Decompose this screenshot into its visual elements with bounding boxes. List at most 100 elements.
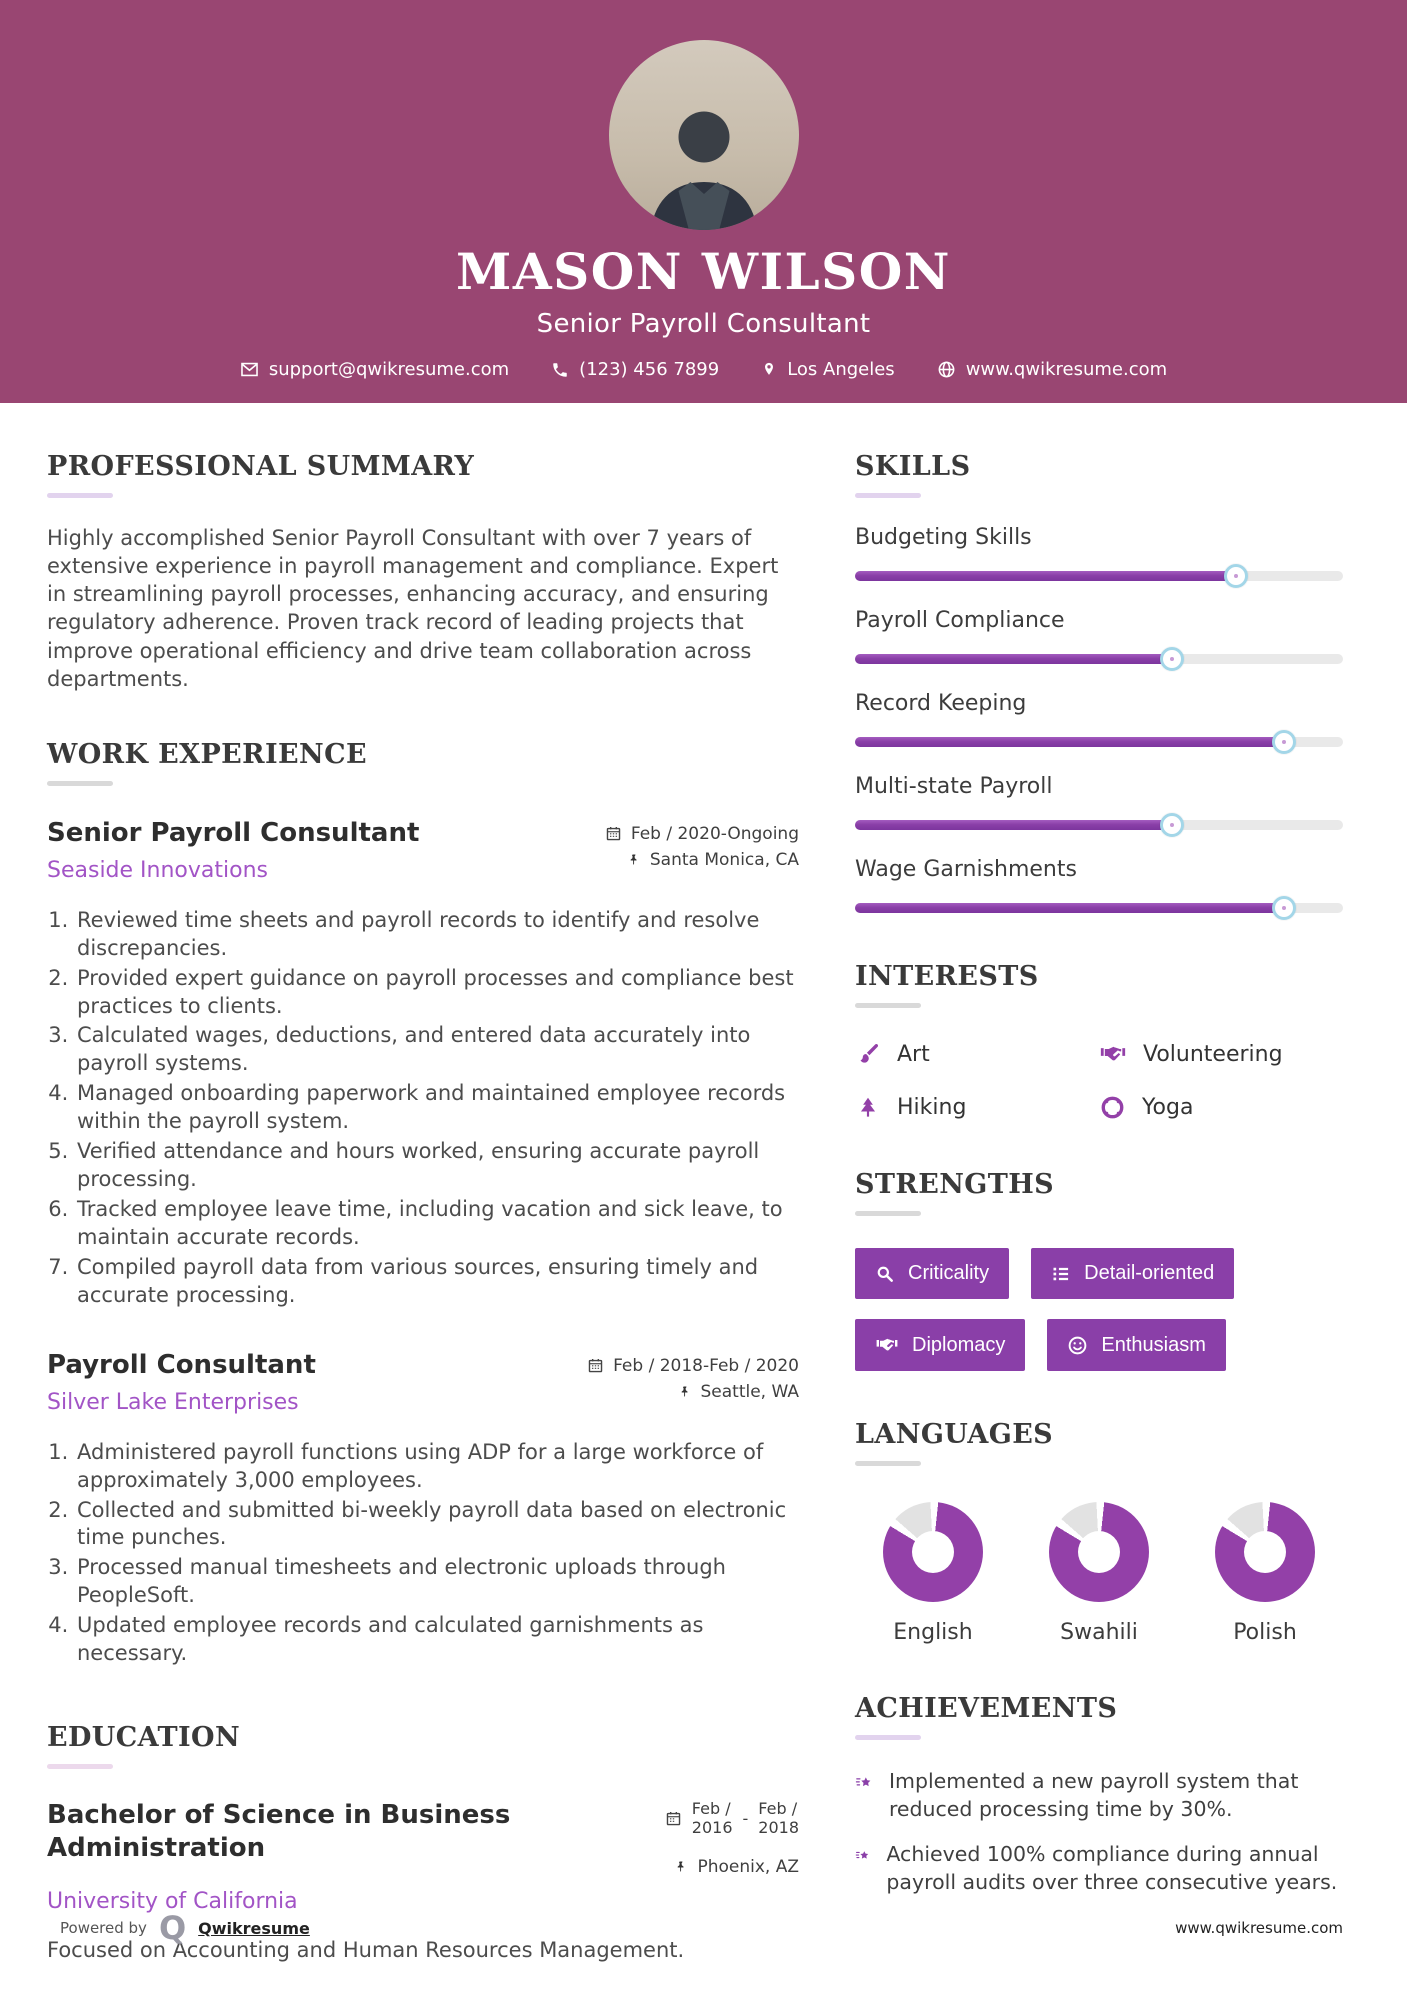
education-location: Phoenix, AZ (665, 1857, 799, 1877)
strength-label: Detail-oriented (1084, 1262, 1215, 1284)
skill-slider (855, 896, 1343, 920)
interest-item: Yoga (1099, 1094, 1343, 1121)
heading-rule (47, 493, 113, 498)
date-end-year: 2018 (758, 1818, 799, 1838)
skill-slider-handle[interactable] (1160, 647, 1185, 671)
strength-label: Criticality (908, 1262, 990, 1284)
pushpin-icon (681, 1386, 688, 1397)
school-name: University of California (47, 1889, 298, 1915)
contact-bar: support@qwikresume.com (123) 456 7899 Lo… (0, 359, 1407, 380)
date-end-month: Feb / (758, 1799, 798, 1819)
strength-badge-enthusiasm[interactable]: Enthusiasm (1047, 1319, 1226, 1371)
skill-slider-fill (855, 737, 1285, 747)
date-start: Feb / 2016 (692, 1799, 733, 1837)
skill-label: Multi-state Payroll (855, 774, 1053, 799)
strength-label: Enthusiasm (1101, 1333, 1206, 1356)
job-duty: Compiled payroll data from various sourc… (75, 1254, 799, 1310)
skill-slider-handle[interactable] (1272, 896, 1297, 920)
job-duty: Collected and submitted bi-weekly payrol… (75, 1497, 799, 1553)
language-donut-chart (883, 1502, 983, 1602)
skill-slider-handle[interactable] (1272, 730, 1297, 754)
language-item: English (867, 1502, 999, 1645)
location-text: Los Angeles (787, 359, 895, 380)
skill-item: Wage Garnishments (855, 857, 1343, 920)
qwikresume-link[interactable]: Qwikresume (198, 1918, 310, 1938)
strengths-heading: STRENGTHS (855, 1169, 1055, 1200)
footer-website[interactable]: www.qwikresume.com (1175, 1919, 1343, 1937)
language-label: Swahili (1060, 1620, 1138, 1645)
interests-heading: INTERESTS (855, 961, 1039, 992)
footer: Powered by Q Qwikresume www.qwikresume.c… (60, 1912, 1343, 1944)
job-duty: Calculated wages, deductions, and entere… (75, 1022, 799, 1078)
contact-website[interactable]: www.qwikresume.com (937, 359, 1167, 380)
achievements-heading: ACHIEVEMENTS (855, 1693, 1118, 1724)
skill-label: Record Keeping (855, 691, 1027, 716)
calendar-icon (666, 1811, 681, 1825)
work-section: WORK EXPERIENCE Senior Payroll Consultan… (47, 739, 799, 1668)
skill-slider (855, 647, 1343, 671)
magnifier-icon (877, 1266, 893, 1282)
skill-label: Payroll Compliance (855, 608, 1065, 633)
website-text: www.qwikresume.com (965, 359, 1168, 380)
skill-item: Payroll Compliance (855, 608, 1343, 671)
job-company: Silver Lake Enterprises (47, 1389, 299, 1415)
job-duty: Tracked employee leave time, including v… (75, 1196, 799, 1252)
strength-badge-detail-oriented[interactable]: Detail-oriented (1031, 1248, 1235, 1299)
heading-rule (47, 1764, 113, 1770)
job-dates: Feb / 2020-Ongoing (579, 824, 799, 844)
calendar-icon (606, 827, 621, 841)
achievement-text: Implemented a new payroll system that re… (888, 1769, 1299, 1821)
job-duty: Administered payroll functions using ADP… (75, 1439, 799, 1495)
date-end: Feb / 2018 (758, 1799, 799, 1837)
candidate-name: MASON WILSON (456, 242, 951, 301)
phone-text: (123) 456 7899 (579, 359, 720, 380)
email-text: support@qwikresume.com (268, 359, 510, 380)
shooting-star-icon (855, 1851, 869, 1859)
candidate-title: Senior Payroll Consultant (536, 309, 871, 339)
achievement-item: Implemented a new payroll system that re… (855, 1768, 1343, 1823)
skill-slider-fill (855, 820, 1173, 830)
job-title: Senior Payroll Consultant (47, 817, 420, 848)
skill-slider-fill (855, 903, 1285, 913)
heading-rule (855, 1003, 921, 1008)
heading-rule (855, 493, 921, 498)
languages-section: LANGUAGES English Swahili Polish (855, 1419, 1343, 1645)
right-column: SKILLS Budgeting Skills Payroll Complian… (855, 451, 1343, 1962)
skill-slider-handle[interactable] (1223, 564, 1248, 588)
interests-section: INTERESTS Art (855, 961, 1343, 1121)
job-entry: Senior Payroll Consultant Seaside Innova… (47, 818, 799, 1310)
job-location-text: Santa Monica, CA (649, 849, 799, 870)
skill-item: Budgeting Skills (855, 525, 1343, 588)
job-dates: Feb / 2018-Feb / 2020 (579, 1356, 799, 1376)
job-duty: Verified attendance and hours worked, en… (75, 1138, 799, 1194)
person-silhouette-icon (650, 111, 757, 230)
job-duty: Provided expert guidance on payroll proc… (75, 965, 799, 1021)
strength-badge-diplomacy[interactable]: Diplomacy (855, 1319, 1026, 1371)
contact-location: Los Angeles (761, 359, 895, 380)
job-title: Payroll Consultant (47, 1349, 316, 1380)
job-duty: Managed onboarding paperwork and maintai… (75, 1080, 799, 1136)
skill-slider (855, 813, 1343, 837)
strengths-section: STRENGTHS Criticality (855, 1169, 1343, 1371)
interest-item: Hiking (855, 1094, 1099, 1121)
shooting-star-icon (855, 1777, 871, 1787)
skill-label: Wage Garnishments (855, 857, 1077, 882)
strength-badge-criticality[interactable]: Criticality (855, 1248, 1010, 1299)
date-start-year: 2016 (691, 1818, 733, 1838)
interest-label: Yoga (1142, 1095, 1194, 1120)
map-pin-icon (765, 362, 774, 375)
skill-slider-fill (855, 571, 1236, 581)
pushpin-icon (678, 1861, 684, 1873)
work-heading: WORK EXPERIENCE (47, 738, 367, 770)
contact-phone: (123) 456 7899 (551, 359, 719, 380)
contact-email[interactable]: support@qwikresume.com (240, 359, 509, 380)
degree-title: Bachelor of Science in Business Administ… (47, 1800, 511, 1863)
heading-rule (47, 780, 113, 786)
language-item: Swahili (1033, 1502, 1165, 1645)
language-label: Polish (1233, 1620, 1297, 1645)
heading-rule (855, 1211, 921, 1216)
summary-heading: PROFESSIONAL SUMMARY (47, 451, 475, 482)
calendar-icon (588, 1359, 603, 1373)
skill-slider-handle[interactable] (1160, 813, 1185, 837)
job-entry: Payroll Consultant Silver Lake Enterpris… (47, 1350, 799, 1668)
